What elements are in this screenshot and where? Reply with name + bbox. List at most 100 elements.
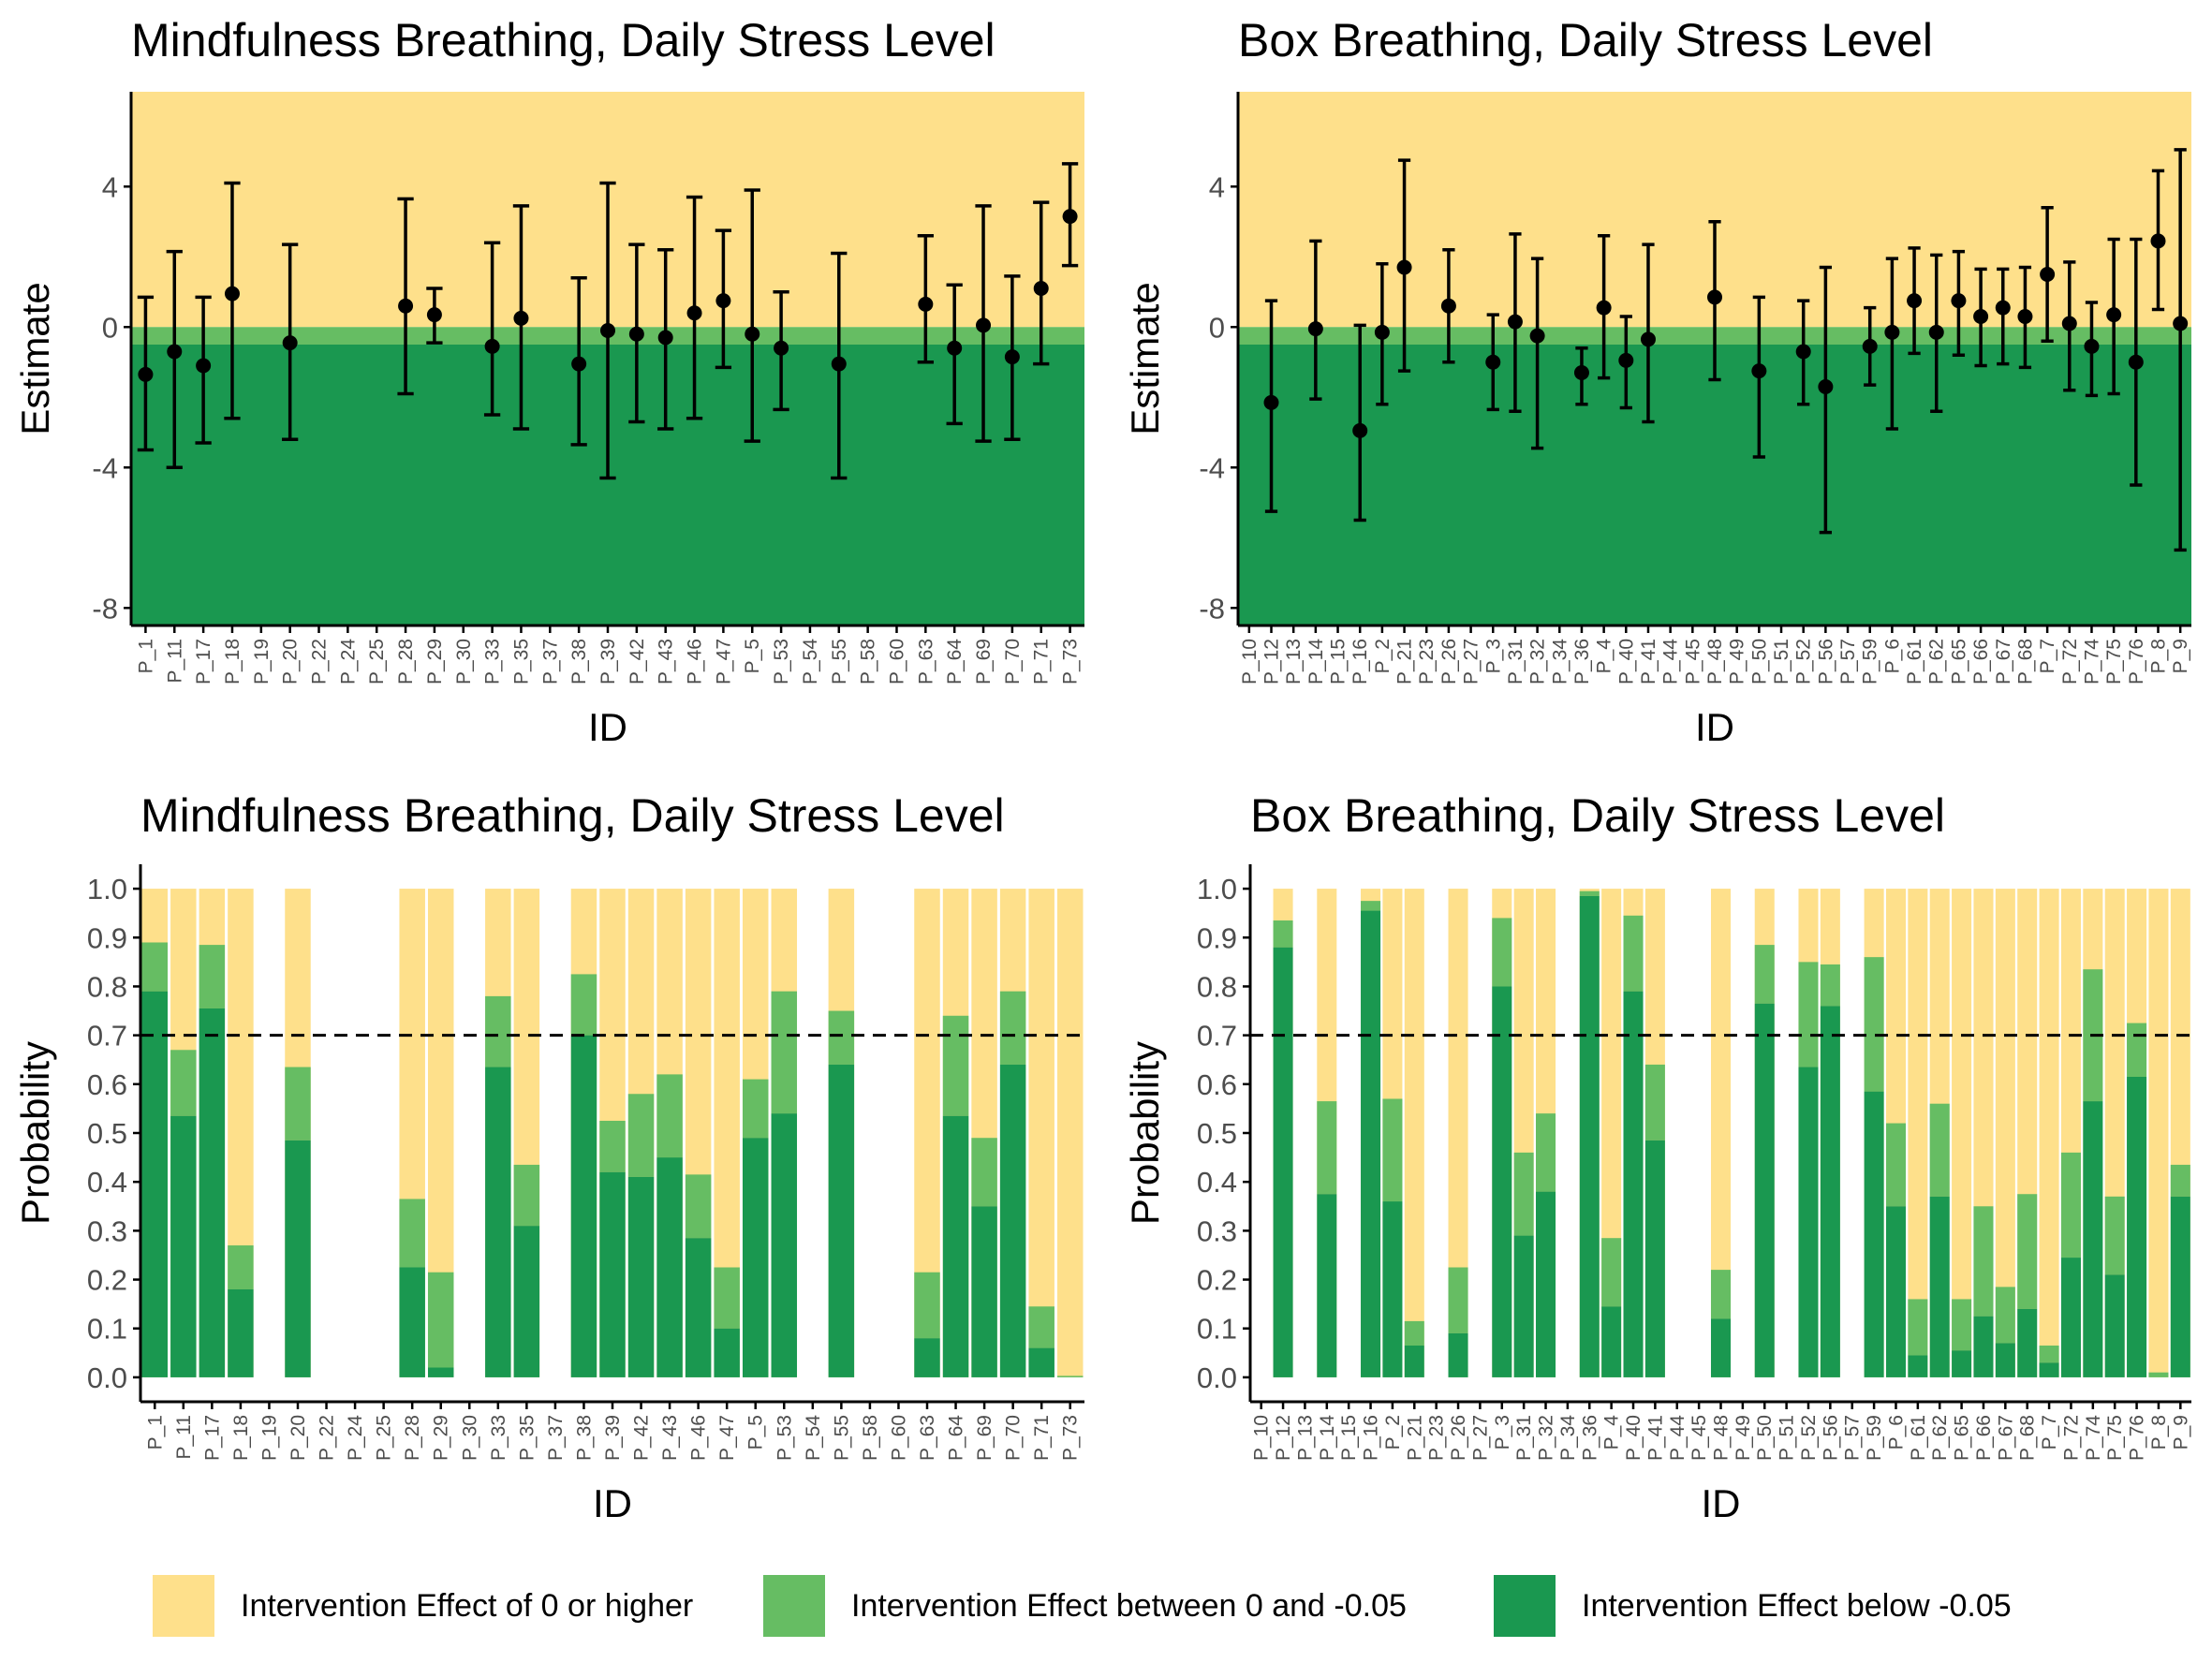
x-tick-label: P_4	[1594, 639, 1615, 674]
x-tick-label: P_38	[568, 639, 590, 684]
bar-below	[1973, 1316, 1994, 1377]
x-tick-label: P_50	[1754, 1415, 1776, 1461]
bar-between	[656, 1074, 683, 1158]
bar-positive	[1404, 889, 1424, 1377]
estimate-P_50	[1751, 295, 1767, 459]
estimate-point	[1529, 328, 1545, 344]
bar-P_41	[1644, 889, 1665, 1377]
x-tick-label: P_33	[488, 1415, 509, 1461]
bar-below	[1644, 1140, 1665, 1377]
x-tick-label: P_33	[482, 639, 504, 684]
bar-between	[1361, 901, 1381, 911]
bar-P_31	[1513, 889, 1534, 1377]
legend-item: Intervention Effect below -0.05	[1494, 1575, 2012, 1637]
bar-below	[513, 1226, 540, 1377]
bar-between	[2127, 1023, 2147, 1077]
x-tick-label: P_13	[1294, 1415, 1316, 1461]
y-tick-label: 0.3	[87, 1214, 127, 1247]
bar-between	[942, 1015, 969, 1116]
bar-below	[1273, 947, 1293, 1377]
x-tick-label: P_45	[1682, 639, 1703, 684]
chart-title: Mindfulness Breathing, Daily Stress Leve…	[131, 14, 995, 66]
estimate-point	[571, 356, 587, 372]
bar-P_42	[627, 889, 655, 1377]
bar-positive	[1908, 889, 1928, 1377]
bar-between	[1908, 1299, 1928, 1356]
x-tick-label: P_43	[659, 1415, 681, 1461]
x-axis-title: ID	[1695, 705, 1734, 749]
x-tick-label: P_26	[1438, 639, 1460, 684]
x-tick-label: P_3	[1482, 639, 1504, 673]
x-tick-label: P_31	[1513, 1415, 1535, 1461]
estimate-P_9	[2173, 148, 2189, 552]
estimate-point	[1751, 363, 1767, 379]
estimate-point	[2128, 354, 2144, 370]
x-tick-label: P_72	[2060, 1415, 2082, 1461]
x-tick-label: P_66	[1970, 639, 1992, 684]
bar-below	[1492, 986, 1512, 1377]
x-tick-label: P_45	[1688, 1415, 1710, 1461]
estimate-P_35	[512, 204, 530, 431]
estimate-P_29	[426, 287, 443, 345]
estimate-P_3	[1485, 313, 1501, 412]
bar-between	[170, 1050, 197, 1116]
bar-below	[485, 1067, 511, 1377]
bar-below	[656, 1157, 683, 1377]
x-tick-label: P_48	[1711, 1415, 1733, 1461]
estimate-point	[657, 330, 673, 346]
bar-between	[228, 1245, 254, 1289]
bar-below	[685, 1238, 712, 1377]
x-tick-label: P_4	[1601, 1415, 1623, 1450]
bar-below	[999, 1064, 1026, 1377]
bar-below	[1317, 1194, 1337, 1377]
estimate-point	[686, 305, 702, 321]
legend-label: Intervention Effect of 0 or higher	[241, 1588, 693, 1624]
x-tick-label: P_23	[1416, 639, 1438, 684]
x-tick-label: P_12	[1273, 1415, 1294, 1461]
legend-label: Intervention Effect between 0 and -0.05	[851, 1588, 1407, 1624]
x-tick-label: P_15	[1338, 1415, 1360, 1461]
bar-between	[1929, 1103, 1950, 1197]
bar-between	[1798, 962, 1819, 1067]
bar-between	[1623, 915, 1644, 992]
bar-between	[1885, 1123, 1906, 1207]
bar-below	[1885, 1206, 1906, 1377]
bar-P_69	[971, 889, 997, 1377]
estimate-point	[282, 335, 298, 351]
estimate-P_32	[1529, 257, 1545, 450]
bar-between	[828, 1010, 855, 1065]
bar-between	[1382, 1098, 1403, 1202]
estimate-P_65	[1951, 249, 1967, 357]
bar-between	[1710, 1270, 1732, 1319]
estimate-P_73	[1061, 162, 1079, 268]
bar-P_38	[570, 889, 597, 1377]
y-tick-label: 0.4	[1197, 1166, 1237, 1199]
x-tick-label: P_56	[1815, 639, 1836, 684]
bar-below	[2104, 1274, 2125, 1377]
estimate-P_55	[831, 251, 848, 480]
estimate-point	[715, 293, 731, 309]
x-tick-label: P_37	[545, 1415, 567, 1461]
x-tick-label: P_16	[1361, 1415, 1382, 1461]
y-tick-label: 0.4	[87, 1166, 127, 1199]
x-tick-label: P_55	[829, 639, 850, 684]
x-tick-label: P_21	[1394, 639, 1416, 684]
estimate-P_62	[1928, 253, 1944, 413]
estimate-P_6	[1884, 257, 1900, 431]
bar-between	[1028, 1306, 1054, 1348]
estimate-P_17	[195, 295, 212, 445]
y-tick-label: 0.8	[87, 970, 127, 1003]
x-tick-label: P_35	[510, 639, 532, 684]
bar-below	[1623, 991, 1644, 1377]
bar-P_48	[1710, 889, 1732, 1377]
bar-P_66	[1973, 889, 1994, 1377]
bar-between	[2148, 1372, 2169, 1377]
bar-P_64	[942, 889, 969, 1377]
x-tick-label: P_75	[2104, 1415, 2126, 1461]
estimate-point	[1033, 281, 1049, 296]
x-tick-label: P_15	[1328, 639, 1349, 684]
x-tick-label: P_49	[1727, 639, 1748, 684]
estimate-P_16	[1352, 323, 1368, 522]
bar-P_59	[1864, 889, 1884, 1377]
bar-between	[2060, 1152, 2081, 1258]
